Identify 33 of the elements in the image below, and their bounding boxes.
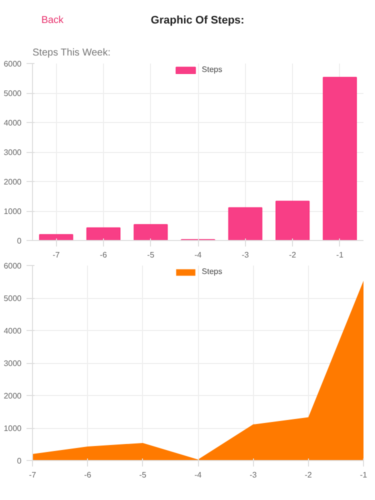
x-tick-label: -3: [250, 470, 258, 480]
x-tick-label: -4: [194, 470, 202, 480]
x-tick-label: -5: [147, 250, 155, 260]
y-tick-label: 1000: [4, 207, 22, 216]
x-tick-label: -3: [242, 250, 250, 260]
y-tick-label: 3000: [4, 148, 22, 157]
y-tick-label: 4000: [4, 326, 22, 336]
x-tick-label: -7: [28, 470, 37, 480]
x-tick-label: -6: [84, 470, 92, 480]
x-tick-label: -6: [100, 250, 108, 260]
x-tick-label: -1: [336, 250, 344, 260]
x-tick-label: -5: [139, 470, 147, 480]
legend-label: Steps: [202, 267, 222, 276]
y-tick-label: 2000: [4, 392, 22, 400]
x-tick-label: -4: [194, 250, 202, 260]
chart-title: Steps This Week:: [32, 48, 110, 58]
x-tick-label: -2: [304, 470, 312, 480]
y-tick-label: 5000: [4, 89, 22, 98]
y-tick-label: 4000: [4, 118, 22, 128]
text: Back: [41, 15, 65, 26]
y-tick-label: 1000: [4, 424, 22, 433]
x-tick-label: -1: [360, 470, 368, 480]
y-tick-label: 6000: [4, 262, 22, 270]
y-tick-label: 0: [17, 456, 22, 466]
y-tick-label: 6000: [4, 60, 22, 68]
legend-label: Steps: [202, 65, 222, 74]
y-tick-label: 5000: [4, 294, 22, 303]
y-tick-label: 2000: [4, 178, 22, 186]
text: Graphic Of Steps:: [150, 14, 244, 26]
y-tick-label: 3000: [4, 359, 22, 368]
x-tick-label: -7: [52, 250, 60, 260]
y-tick-label: 0: [17, 236, 22, 246]
x-tick-label: -2: [289, 250, 297, 260]
